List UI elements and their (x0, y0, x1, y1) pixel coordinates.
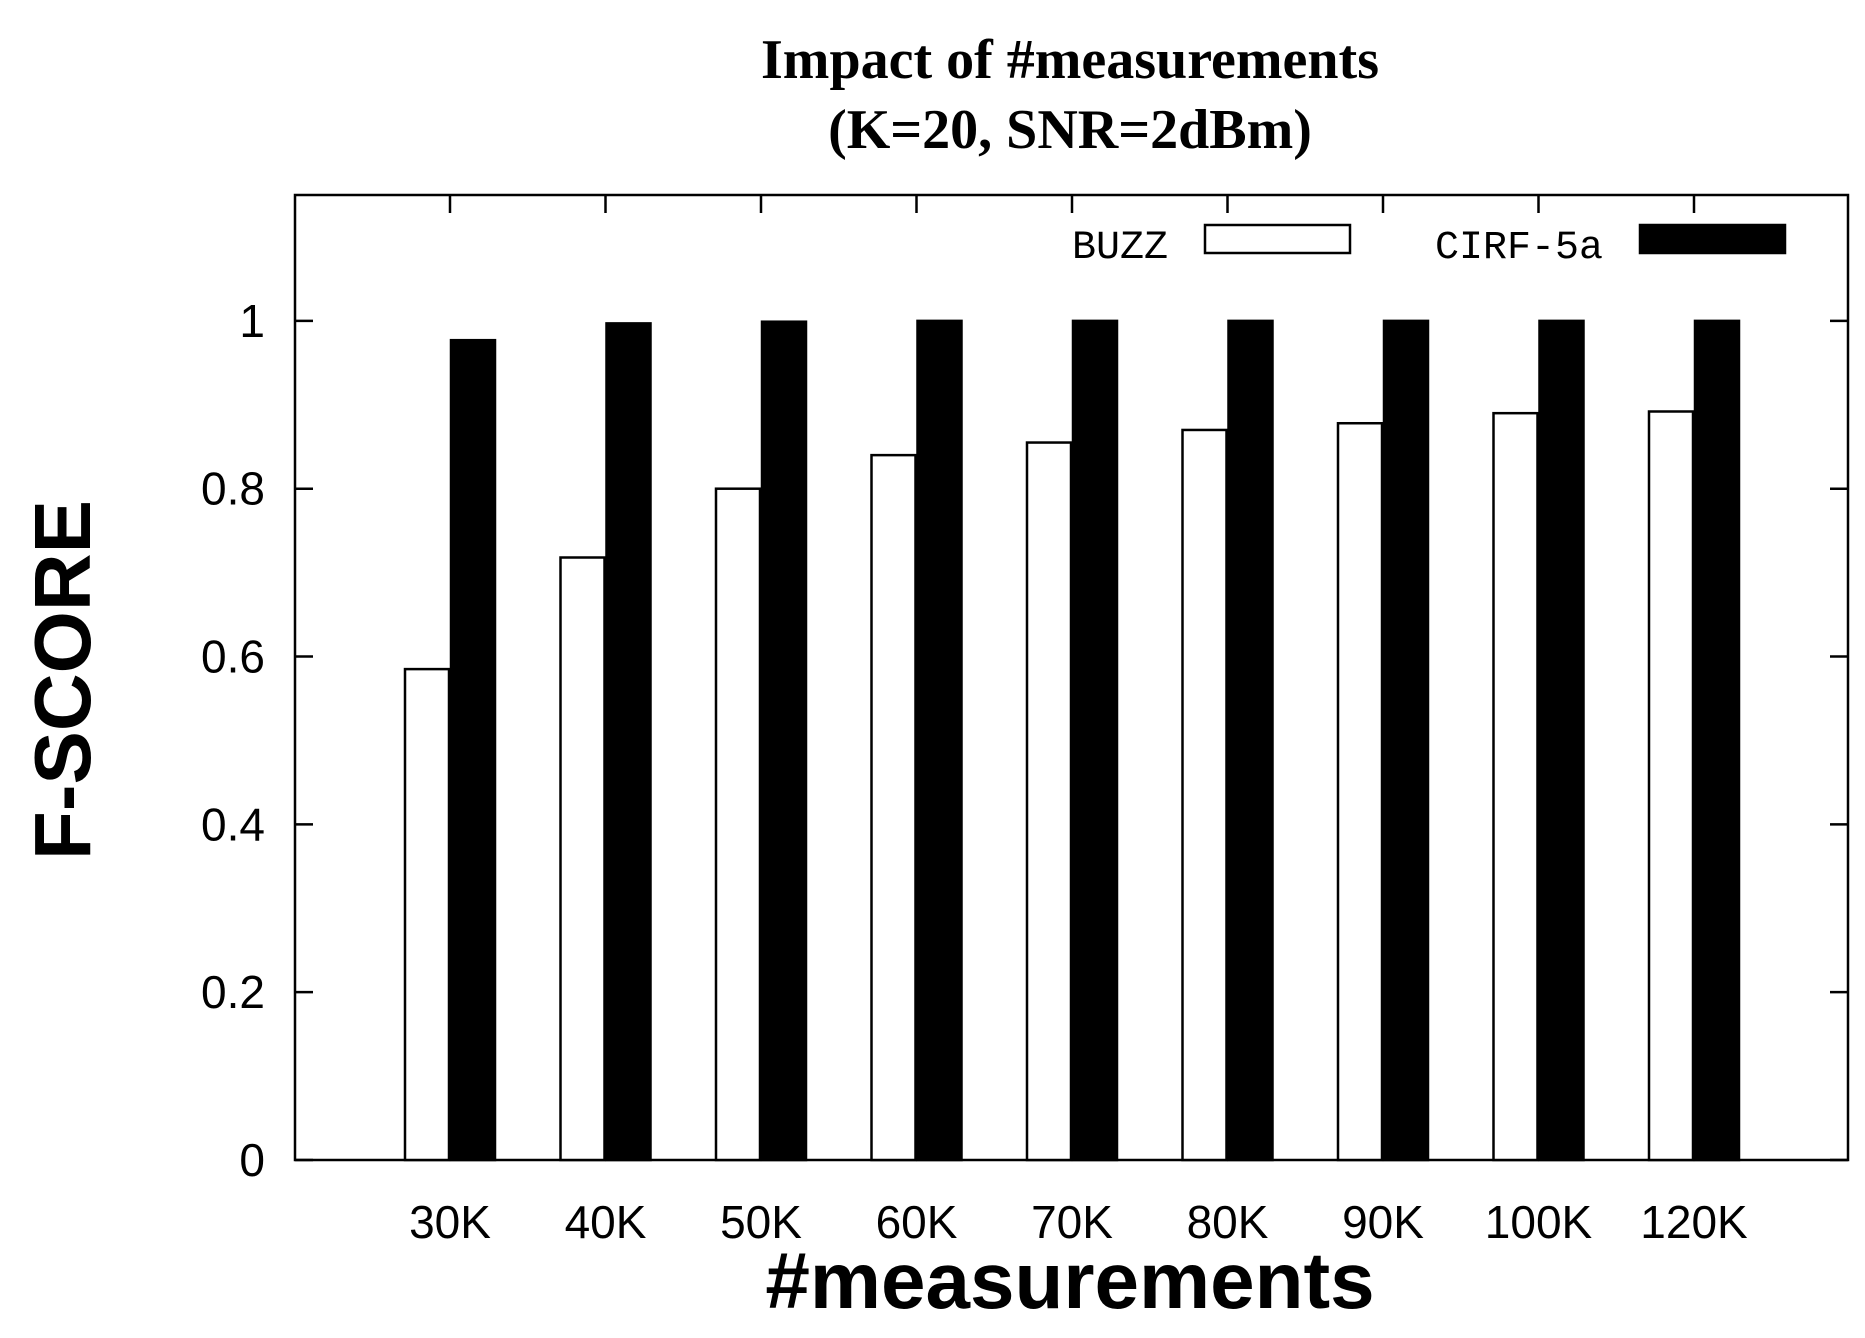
bar-buzz-30K (403, 667, 451, 1162)
bar-buzz-50K (714, 487, 762, 1162)
y-tick-label: 0.6 (201, 631, 265, 683)
bar-buzz-100K (1492, 411, 1539, 1162)
x-tick-label: 70K (1031, 1196, 1113, 1248)
legend-swatch (1638, 223, 1787, 255)
bar-cirf-5a-80K (1227, 319, 1274, 1162)
chart-subtitle: (K=20, SNR=2dBm) (828, 99, 1312, 161)
bar-cirf-5a-50K (760, 320, 808, 1162)
plot-area: 0 0.2 0.4 0.6 0.8 1 30K 40K 50K 60K 70K 80K 90K 100K 1… (201, 193, 1850, 1248)
x-tick-label: 120K (1640, 1196, 1748, 1248)
y-tick-label: 0.2 (201, 966, 265, 1018)
bar-buzz-80K (1181, 428, 1228, 1162)
x-tick-label: 80K (1187, 1196, 1269, 1248)
bar-cirf-5a-60K (916, 319, 963, 1162)
bar-cirf-5a-30K (449, 338, 497, 1162)
bar-buzz-120K (1647, 410, 1695, 1162)
bar-buzz-60K (870, 453, 917, 1162)
legend-label: CIRF-5a (1435, 226, 1603, 271)
x-tick-label: 60K (876, 1196, 958, 1248)
bar-cirf-5a-70K (1071, 319, 1119, 1162)
legend-swatch (1203, 223, 1352, 255)
x-tick-label: 100K (1485, 1196, 1593, 1248)
y-tick-label: 0.4 (201, 798, 265, 850)
bar-buzz-40K (559, 556, 606, 1162)
chart-title: Impact of #measurements (761, 29, 1379, 91)
bar-cirf-5a-120K (1693, 319, 1741, 1162)
bar-cirf-5a-90K (1382, 319, 1430, 1162)
x-tick-label: 40K (565, 1196, 647, 1248)
x-tick-label: 50K (720, 1196, 802, 1248)
x-tick-label: 30K (409, 1196, 491, 1248)
bar-buzz-70K (1025, 441, 1073, 1162)
y-tick-label: 0.8 (201, 463, 265, 515)
y-tick-label: 1 (239, 295, 265, 347)
x-axis-title: #measurements (765, 1236, 1374, 1325)
y-tick-label: 0 (239, 1134, 265, 1186)
legend: BUZZ CIRF-5a (1072, 223, 1787, 271)
x-tick-label: 90K (1342, 1196, 1424, 1248)
bar-cirf-5a-100K (1538, 319, 1585, 1162)
y-axis-title: F-SCORE (18, 500, 107, 860)
legend-label: BUZZ (1072, 226, 1168, 271)
bar-cirf-5a-40K (605, 322, 652, 1162)
bar-buzz-90K (1336, 421, 1384, 1162)
